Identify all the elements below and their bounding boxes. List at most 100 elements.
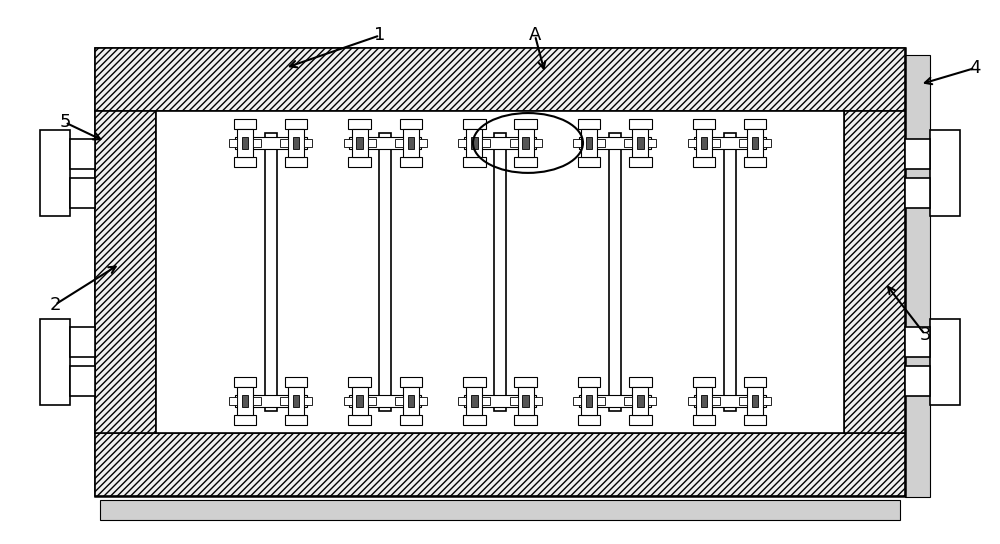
Bar: [349, 137, 421, 150]
Bar: [95, 433, 905, 496]
Bar: [229, 139, 237, 147]
Bar: [514, 416, 537, 425]
Bar: [403, 387, 419, 416]
Text: 1: 1: [374, 26, 386, 45]
Bar: [482, 139, 490, 147]
Bar: [518, 128, 534, 157]
Bar: [400, 377, 422, 387]
Bar: [694, 137, 766, 150]
Bar: [739, 397, 747, 405]
Bar: [70, 327, 95, 357]
Bar: [696, 128, 712, 157]
Bar: [408, 137, 414, 150]
Bar: [253, 397, 261, 405]
Bar: [522, 137, 529, 150]
Bar: [379, 133, 391, 411]
Bar: [688, 139, 696, 147]
Bar: [597, 139, 605, 147]
Bar: [70, 139, 95, 169]
Bar: [466, 128, 482, 157]
Bar: [629, 416, 652, 425]
Bar: [400, 416, 422, 425]
Bar: [534, 139, 542, 147]
Bar: [395, 139, 403, 147]
Bar: [253, 139, 261, 147]
Bar: [356, 137, 363, 150]
Bar: [368, 139, 376, 147]
Bar: [349, 394, 421, 407]
Bar: [693, 119, 715, 128]
Bar: [510, 397, 518, 405]
Bar: [403, 128, 419, 157]
Bar: [237, 387, 253, 416]
Bar: [693, 157, 715, 167]
Bar: [905, 55, 930, 497]
Bar: [293, 394, 299, 407]
Bar: [285, 119, 307, 128]
Bar: [285, 157, 307, 167]
Bar: [905, 139, 930, 169]
Bar: [471, 137, 478, 150]
Bar: [905, 327, 930, 357]
Bar: [285, 416, 307, 425]
Bar: [95, 48, 905, 111]
Bar: [482, 397, 490, 405]
Text: 3: 3: [919, 325, 931, 344]
Bar: [463, 416, 486, 425]
Bar: [264, 133, 276, 411]
Bar: [744, 157, 766, 167]
Bar: [458, 139, 466, 147]
Bar: [629, 157, 652, 167]
Bar: [744, 416, 766, 425]
Bar: [747, 387, 763, 416]
Bar: [466, 387, 482, 416]
Bar: [712, 397, 720, 405]
Bar: [100, 500, 900, 520]
Bar: [419, 139, 427, 147]
Bar: [747, 128, 763, 157]
Bar: [534, 397, 542, 405]
Bar: [586, 137, 592, 150]
Bar: [586, 394, 592, 407]
Bar: [348, 416, 371, 425]
Bar: [629, 119, 652, 128]
Bar: [905, 178, 930, 208]
Bar: [95, 48, 905, 496]
Bar: [763, 139, 771, 147]
Text: A: A: [529, 26, 541, 45]
Bar: [229, 397, 237, 405]
Bar: [744, 119, 766, 128]
Bar: [744, 377, 766, 387]
Bar: [95, 111, 156, 433]
Bar: [573, 397, 581, 405]
Bar: [471, 394, 478, 407]
Bar: [724, 133, 736, 411]
Bar: [464, 137, 536, 150]
Bar: [905, 367, 930, 396]
Bar: [739, 139, 747, 147]
Bar: [632, 387, 648, 416]
Bar: [70, 367, 95, 396]
Bar: [288, 387, 304, 416]
Bar: [578, 119, 600, 128]
Bar: [458, 397, 466, 405]
Bar: [844, 111, 905, 433]
Bar: [701, 394, 707, 407]
Bar: [637, 394, 644, 407]
Bar: [752, 137, 758, 150]
Bar: [463, 157, 486, 167]
Bar: [712, 139, 720, 147]
Bar: [304, 139, 312, 147]
Bar: [693, 416, 715, 425]
Bar: [156, 111, 844, 433]
Bar: [930, 131, 960, 217]
Bar: [632, 128, 648, 157]
Bar: [624, 397, 632, 405]
Bar: [237, 128, 253, 157]
Bar: [696, 387, 712, 416]
Bar: [344, 397, 352, 405]
Bar: [510, 139, 518, 147]
Bar: [514, 377, 537, 387]
Text: 2: 2: [49, 295, 61, 314]
Bar: [419, 397, 427, 405]
